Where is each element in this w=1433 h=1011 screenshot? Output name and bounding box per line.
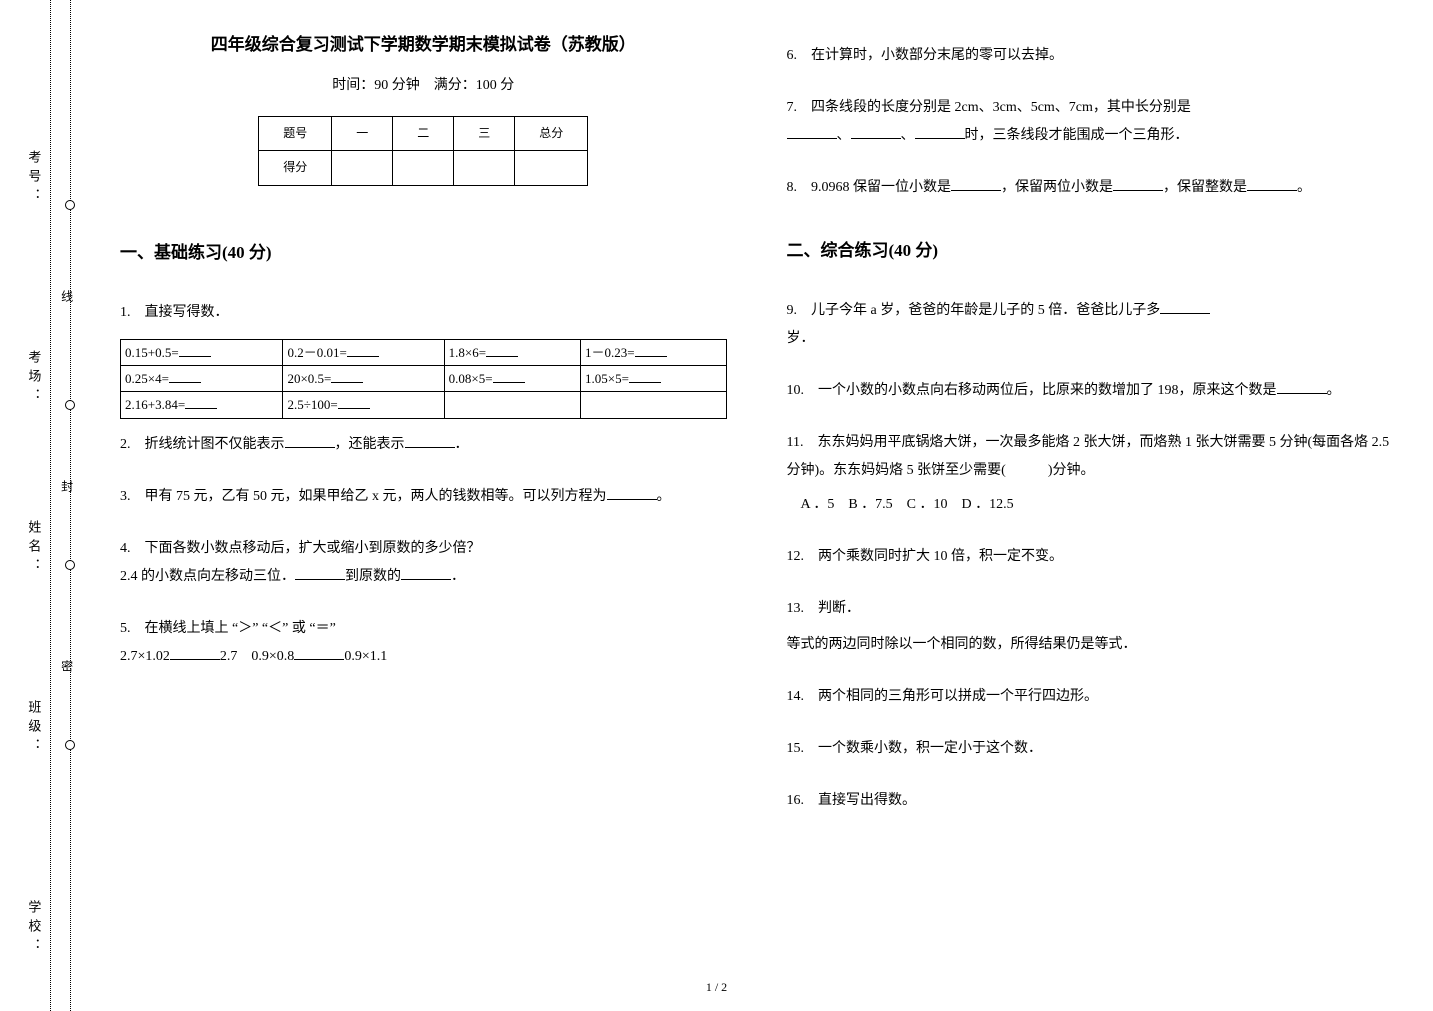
seal-char: 封 [55,480,77,502]
calc-cell: 1.8×6= [444,339,580,365]
score-cell[interactable] [515,151,588,186]
binding-label-name: 姓名： [22,520,45,577]
q15: 15. 一个数乘小数，积一定小于这个数． [787,735,1394,763]
binding-circle [65,560,75,570]
q2: 2. 折线统计图不仅能表示，还能表示． [120,431,727,459]
q5-line: 2.7×1.022.7 0.9×0.80.9×1.1 [120,643,727,671]
score-h: 一 [332,116,393,151]
q1-table: 0.15+0.5= 0.2－0.01= 1.8×6= 1－0.23= 0.25×… [120,339,727,419]
score-cell[interactable] [332,151,393,186]
q11-stem: 11. 东东妈妈用平底锅烙大饼，一次最多能烙 2 张大饼，而烙熟 1 张大饼需要… [787,429,1394,485]
q11: 11. 东东妈妈用平底锅烙大饼，一次最多能烙 2 张大饼，而烙熟 1 张大饼需要… [787,429,1394,519]
exam-title: 四年级综合复习测试下学期数学期末模拟试卷（苏教版） [120,30,727,61]
q5-stem: 5. 在横线上填上 “＞” “＜” 或 “＝” [120,615,727,643]
score-cell[interactable] [393,151,454,186]
calc-cell: 2.5÷100= [283,392,444,418]
q13-body: 等式的两边同时除以一个相同的数，所得结果仍是等式． [787,631,1394,659]
q4-stem: 4. 下面各数小数点移动后，扩大或缩小到原数的多少倍？ [120,535,727,563]
dotted-line-outer [50,0,51,1011]
q11-options: A ．5 B ．7.5 C ．10 D ．12.5 [801,491,1394,519]
score-header-row: 题号 一 二 三 总分 [259,116,588,151]
q4: 4. 下面各数小数点移动后，扩大或缩小到原数的多少倍？ 2.4 的小数点向左移动… [120,535,727,591]
score-h: 题号 [259,116,332,151]
q7: 7. 四条线段的长度分别是 2cm、3cm、5cm、7cm，其中长分别是 、、时… [787,94,1394,150]
calc-cell [444,392,580,418]
column-left: 四年级综合复习测试下学期数学期末模拟试卷（苏教版） 时间：90 分钟 满分：10… [120,30,727,991]
binding-circle [65,740,75,750]
q10: 10. 一个小数的小数点向右移动两位后，比原来的数增加了 198，原来这个数是。 [787,377,1394,405]
q9: 9. 儿子今年 a 岁，爸爸的年龄是儿子的 5 倍．爸爸比儿子多岁． [787,297,1394,353]
binding-label-class: 班级： [22,700,45,757]
calc-cell [580,392,726,418]
q12: 12. 两个乘数同时扩大 10 倍，积一定不变。 [787,543,1394,571]
q6: 6. 在计算时，小数部分末尾的零可以去掉。 [787,42,1394,70]
q13-stem: 13. 判断． [787,595,1394,623]
q14: 14. 两个相同的三角形可以拼成一个平行四边形。 [787,683,1394,711]
seal-char: 线 [55,290,77,312]
binding-margin: 学校： 班级： 姓名： 考场： 考号： 密 封 线 [0,0,90,1011]
calc-cell: 20×0.5= [283,365,444,391]
q3: 3. 甲有 75 元，乙有 50 元，如果甲给乙 x 元，两人的钱数相等。可以列… [120,483,727,511]
q4-line: 2.4 的小数点向左移动三位．到原数的． [120,563,727,591]
binding-label-school: 学校： [22,900,45,957]
binding-circle [65,400,75,410]
binding-circle [65,200,75,210]
calc-cell: 0.2－0.01= [283,339,444,365]
calc-cell: 1.05×5= [580,365,726,391]
calc-cell: 0.25×4= [121,365,283,391]
score-value-row: 得分 [259,151,588,186]
q1-stem: 1. 直接写得数． [120,299,727,327]
seal-char: 密 [55,660,77,682]
calc-cell: 2.16+3.84= [121,392,283,418]
exam-subtitle: 时间：90 分钟 满分：100 分 [120,73,727,98]
score-table: 题号 一 二 三 总分 得分 [258,116,588,186]
binding-label-no: 考号： [22,150,45,207]
section-2-heading: 二、综合练习(40 分) [787,236,1394,267]
page-content: 四年级综合复习测试下学期数学期末模拟试卷（苏教版） 时间：90 分钟 满分：10… [90,0,1433,1011]
calc-cell: 0.08×5= [444,365,580,391]
q5: 5. 在横线上填上 “＞” “＜” 或 “＝” 2.7×1.022.7 0.9×… [120,615,727,671]
q16: 16. 直接写出得数。 [787,787,1394,815]
binding-label-room: 考场： [22,350,45,407]
q13: 13. 判断． 等式的两边同时除以一个相同的数，所得结果仍是等式． [787,595,1394,659]
section-1-heading: 一、基础练习(40 分) [120,238,727,269]
page-number: 1 / 2 [706,977,727,999]
calc-cell: 0.15+0.5= [121,339,283,365]
calc-cell: 1－0.23= [580,339,726,365]
score-cell[interactable] [454,151,515,186]
q8: 8. 9.0968 保留一位小数是，保留两位小数是，保留整数是。 [787,174,1394,202]
score-h: 三 [454,116,515,151]
score-row-label: 得分 [259,151,332,186]
score-h: 总分 [515,116,588,151]
score-h: 二 [393,116,454,151]
column-right: 6. 在计算时，小数部分末尾的零可以去掉。 7. 四条线段的长度分别是 2cm、… [787,30,1394,991]
dotted-line-inner [70,0,71,1011]
